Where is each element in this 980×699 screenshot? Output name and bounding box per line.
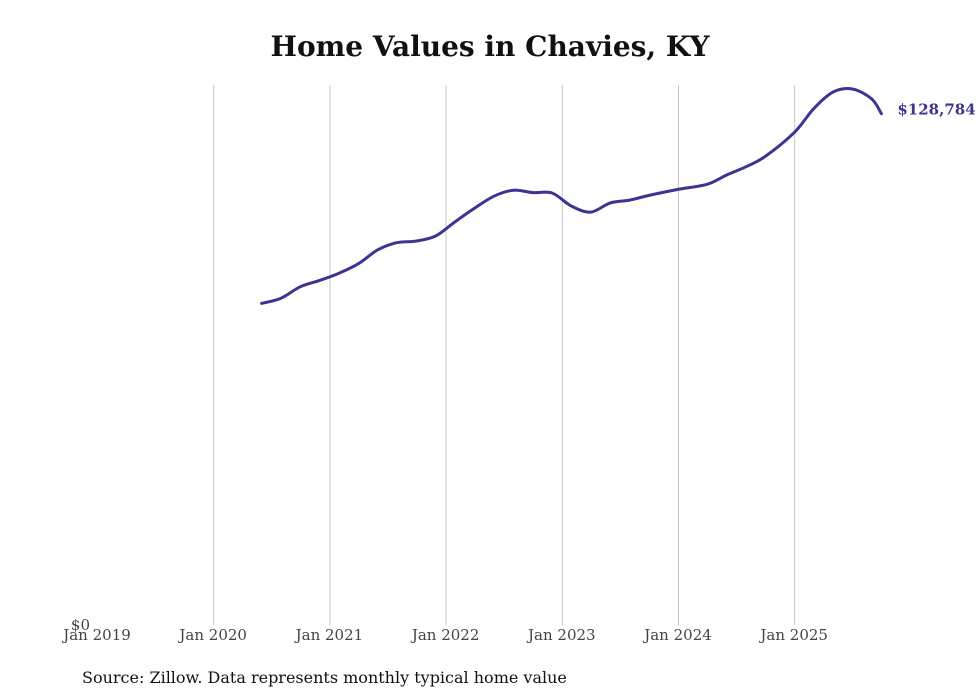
x-tick-label: Jan 2021	[294, 626, 364, 644]
end-value-label: $128,784	[897, 101, 975, 119]
x-tick-label: Jan 2022	[410, 626, 480, 644]
axis-ticks: Jan 2019 Jan 2020 Jan 2021 Jan 2022 Jan 2023…	[61, 616, 828, 644]
x-tick-label: Jan 2020	[177, 626, 247, 644]
x-tick-label: Jan 2024	[642, 626, 712, 644]
chart-title: Home Values in Chavies, KY	[270, 30, 710, 63]
x-tick-label: Jan 2019	[61, 626, 131, 644]
x-tick-label: Jan 2025	[758, 626, 828, 644]
series-line	[260, 87, 883, 305]
gridlines	[213, 85, 796, 625]
source-note: Source: Zillow. Data represents monthly …	[82, 668, 567, 687]
y-tick-label: $0	[71, 616, 90, 634]
x-tick-label: Jan 2023	[526, 626, 596, 644]
series-layer: $128,784	[260, 87, 976, 305]
